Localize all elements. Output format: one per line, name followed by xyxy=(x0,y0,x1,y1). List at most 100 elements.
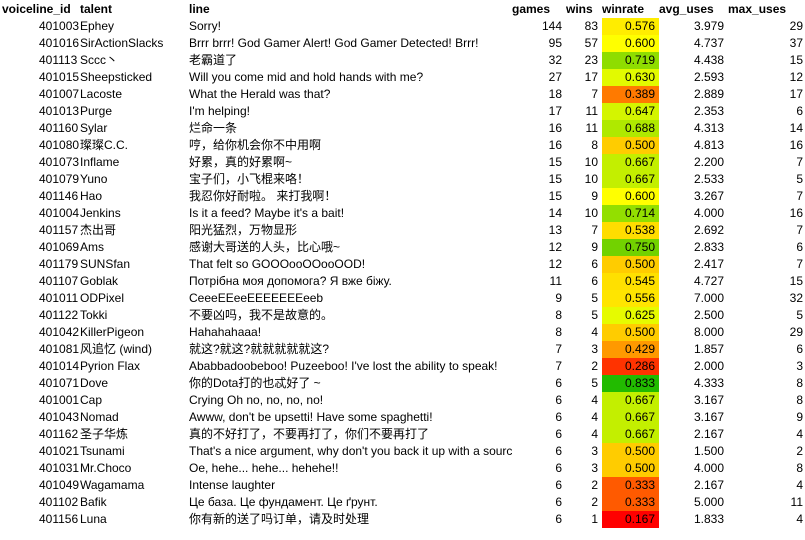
cell-games: 6 xyxy=(555,461,562,475)
cell-wins: 10 xyxy=(584,172,598,186)
cell-voiceline-id: 401042 xyxy=(39,325,80,339)
cell-voiceline-id: 401069 xyxy=(39,240,80,254)
cell-voiceline-id: 401102 xyxy=(39,495,79,509)
cell-wins: 83 xyxy=(584,19,598,33)
cell-max-uses: 4 xyxy=(796,512,803,526)
cell-wins: 23 xyxy=(584,53,598,67)
cell-voiceline-id: 401014 xyxy=(39,359,80,373)
cell-games: 13 xyxy=(548,223,562,237)
cell-wins: 7 xyxy=(591,87,598,101)
cell-games: 6 xyxy=(555,478,562,492)
cell-max-uses: 3 xyxy=(796,359,803,373)
cell-talent: 圣子华炼 xyxy=(80,427,129,441)
cell-wins: 2 xyxy=(591,359,598,373)
table-row: 401079 Yuno 宝子们，小飞棍来咯！ 15 10 0.667 2.533 5 xyxy=(0,171,805,188)
cell-max-uses: 12 xyxy=(789,70,803,84)
cell-games: 15 xyxy=(548,172,562,186)
cell-max-uses: 7 xyxy=(796,257,803,271)
table-row: 401014 Pyrion Flax Ababbadoobeboo! Puzeebo… xyxy=(0,358,805,375)
cell-voiceline-id: 401021 xyxy=(39,444,80,458)
cell-line: 阳光猛烈，万物显形 xyxy=(189,223,298,237)
cell-winrate: 0.500 xyxy=(602,137,659,154)
cell-avg-uses: 4.438 xyxy=(693,53,724,67)
cell-voiceline-id: 401007 xyxy=(39,87,80,101)
cell-winrate: 0.600 xyxy=(602,35,659,52)
cell-max-uses: 5 xyxy=(796,308,803,322)
cell-max-uses: 15 xyxy=(789,274,803,288)
cell-talent: Ephey xyxy=(80,19,115,33)
cell-games: 16 xyxy=(548,121,562,135)
header-talent: talent xyxy=(80,2,113,16)
cell-winrate: 0.667 xyxy=(602,171,659,188)
cell-talent: Tokki xyxy=(80,308,108,322)
cell-talent: 风追忆 (wind) xyxy=(80,342,153,356)
cell-games: 12 xyxy=(548,257,562,271)
cell-avg-uses: 4.333 xyxy=(693,376,724,390)
cell-voiceline-id: 401157 xyxy=(39,223,79,237)
cell-avg-uses: 3.979 xyxy=(693,19,724,33)
cell-avg-uses: 2.833 xyxy=(693,240,724,254)
cell-games: 6 xyxy=(555,444,562,458)
cell-avg-uses: 3.167 xyxy=(693,393,724,407)
cell-talent: Jenkins xyxy=(80,206,121,220)
cell-max-uses: 7 xyxy=(796,155,803,169)
cell-winrate: 0.667 xyxy=(602,409,659,426)
cell-line: Oe, hehe... hehe... hehehe!! xyxy=(189,461,339,475)
cell-avg-uses: 2.500 xyxy=(693,308,724,322)
cell-avg-uses: 2.167 xyxy=(693,427,724,441)
cell-games: 11 xyxy=(549,274,562,288)
cell-wins: 6 xyxy=(591,257,598,271)
cell-talent: Goblak xyxy=(80,274,119,288)
cell-games: 14 xyxy=(548,206,562,220)
cell-winrate: 0.630 xyxy=(602,69,659,86)
cell-games: 6 xyxy=(555,427,562,441)
table-row: 401179 SUNSfan That felt so GOOOooOOooOOD!… xyxy=(0,256,805,273)
cell-games: 12 xyxy=(548,240,562,254)
table-row: 401071 Dove 你的Dota打的也忒好了 ~ 6 5 0.833 4.333 8 xyxy=(0,375,805,392)
cell-voiceline-id: 401016 xyxy=(39,36,80,50)
cell-games: 17 xyxy=(548,104,562,118)
cell-games: 6 xyxy=(555,495,562,509)
cell-wins: 3 xyxy=(591,444,598,458)
cell-max-uses: 9 xyxy=(796,410,803,424)
cell-avg-uses: 4.313 xyxy=(693,121,724,135)
header-voiceline-id: voiceline_id xyxy=(2,2,71,16)
cell-voiceline-id: 401073 xyxy=(39,155,80,169)
cell-wins: 2 xyxy=(591,478,598,492)
cell-avg-uses: 4.813 xyxy=(693,138,724,152)
cell-talent: 璨璨C.C. xyxy=(80,138,129,152)
cell-line: 哼，给你机会你不中用啊 xyxy=(189,138,322,152)
cell-max-uses: 7 xyxy=(796,223,803,237)
cell-winrate: 0.389 xyxy=(602,86,659,103)
cell-games: 6 xyxy=(555,512,562,526)
header-max-uses: max_uses xyxy=(728,2,787,16)
cell-line: That felt so GOOOooOOooOOD! xyxy=(189,257,366,271)
cell-max-uses: 8 xyxy=(796,461,803,475)
cell-talent: Sheepsticked xyxy=(80,70,153,84)
cell-winrate: 0.286 xyxy=(602,358,659,375)
table-row: 401156 Luna 你有新的送了吗订单，请及时处理 6 1 0.167 1.833 4 xyxy=(0,511,805,528)
cell-line: 烂命一条 xyxy=(189,121,238,135)
cell-games: 144 xyxy=(541,19,562,33)
cell-line: 感谢大哥送的人头，比心哦~ xyxy=(189,240,341,254)
cell-avg-uses: 3.267 xyxy=(693,189,724,203)
cell-winrate: 0.600 xyxy=(602,188,659,205)
table-row: 401102 Bafik Це база. Це фундамент. Це ґру… xyxy=(0,494,805,511)
cell-avg-uses: 2.200 xyxy=(693,155,724,169)
cell-max-uses: 17 xyxy=(789,87,803,101)
cell-talent: Purge xyxy=(80,104,113,118)
cell-line: Crying Oh no, no, no, no! xyxy=(189,393,324,407)
cell-games: 15 xyxy=(548,155,562,169)
table-row: 401157 杰出哥 阳光猛烈，万物显形 13 7 0.538 2.692 7 xyxy=(0,222,805,239)
cell-wins: 2 xyxy=(591,495,598,509)
cell-avg-uses: 4.727 xyxy=(693,274,724,288)
header-games: games xyxy=(512,2,551,16)
cell-talent: Inflame xyxy=(80,155,120,169)
table-row: 401043 Nomad Awww, don't be upsetti! Have … xyxy=(0,409,805,426)
cell-voiceline-id: 401156 xyxy=(39,512,79,526)
cell-line: That's a nice argument, why don't you ba… xyxy=(189,444,512,458)
cell-max-uses: 32 xyxy=(789,291,803,305)
cell-wins: 11 xyxy=(585,104,598,118)
cell-voiceline-id: 401179 xyxy=(39,257,79,271)
cell-talent: Nomad xyxy=(80,410,119,424)
